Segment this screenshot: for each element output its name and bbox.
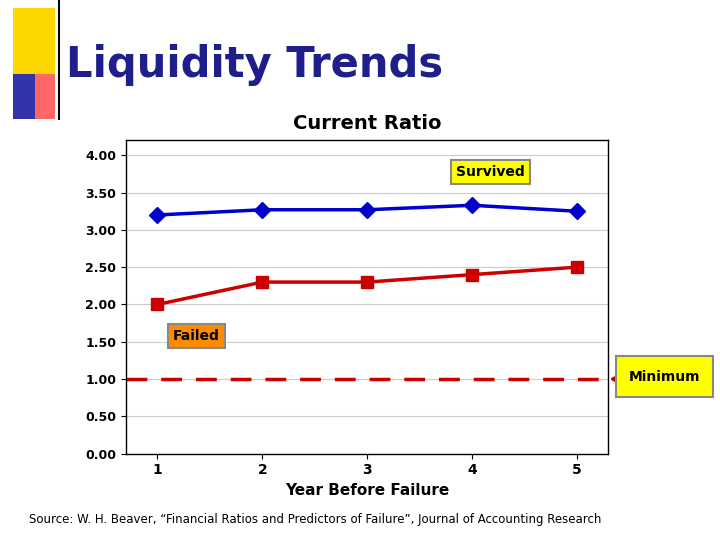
Text: Minimum: Minimum	[629, 370, 700, 383]
Bar	[13, 8, 55, 77]
Text: Liquidity Trends: Liquidity Trends	[66, 44, 444, 85]
X-axis label: Year Before Failure: Year Before Failure	[285, 483, 449, 498]
Text: Failed: Failed	[174, 329, 220, 343]
Bar	[35, 73, 55, 119]
Text: Survived: Survived	[456, 165, 525, 179]
Bar	[13, 73, 44, 119]
Title: Current Ratio: Current Ratio	[293, 114, 441, 133]
Text: Source: W. H. Beaver, “Financial Ratios and Predictors of Failure”, Journal of A: Source: W. H. Beaver, “Financial Ratios …	[29, 514, 601, 526]
